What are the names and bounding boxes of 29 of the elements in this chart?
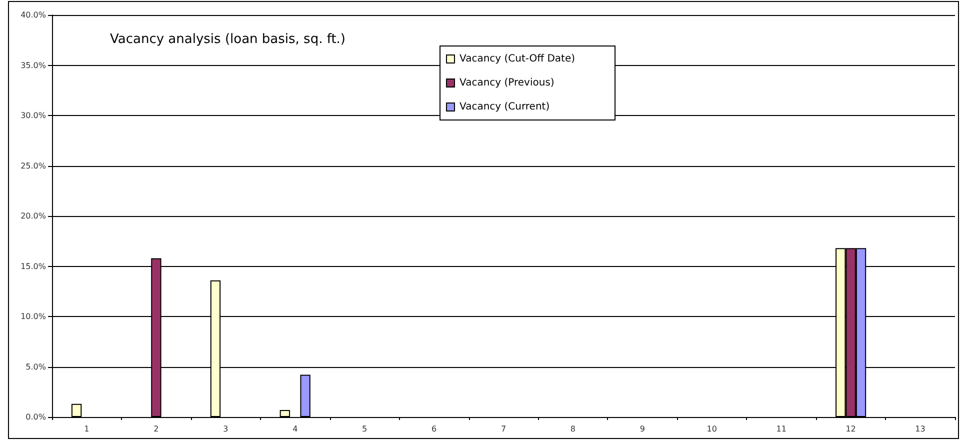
x-tick-label: 11	[776, 424, 786, 434]
legend-label: Vacancy (Current)	[460, 102, 550, 112]
y-tick-label: 5.0%	[26, 362, 46, 372]
legend-label: Vacancy (Cut-Off Date)	[460, 54, 576, 64]
y-tick-label: 35.0%	[20, 60, 46, 70]
x-tick-label: 1	[84, 424, 90, 434]
y-tick-label: 25.0%	[20, 161, 46, 170]
x-tick-label: 3	[223, 424, 228, 434]
y-tick-label: 15.0%	[20, 262, 46, 271]
y-tick-label: 30.0%	[20, 111, 46, 120]
x-tick-label: 13	[915, 424, 926, 434]
legend-label: Vacancy (Previous)	[460, 78, 554, 88]
bar	[71, 404, 82, 417]
y-tick-label: 10.0%	[20, 312, 46, 321]
x-tick-label: 5	[362, 424, 368, 434]
x-tick-label: 10	[706, 424, 717, 434]
x-tick-label: 12	[846, 424, 856, 434]
x-tick-label: 6	[431, 424, 437, 434]
x-tick-label: 7	[500, 424, 506, 434]
text: Vacancy analysis (loan basis, sq. ft.)	[110, 32, 346, 47]
y-tick-label: 20.0%	[20, 212, 46, 220]
x-tick-label: 2	[154, 424, 159, 434]
x-tick-label: 4	[292, 424, 298, 434]
bar	[280, 410, 290, 417]
x-tick-label: 8	[570, 424, 576, 434]
bar	[300, 374, 310, 417]
x-tick-label: 9	[640, 424, 645, 434]
y-tick-label: 40.0%	[20, 10, 46, 20]
y-tick-label: 0.0%	[26, 412, 46, 422]
